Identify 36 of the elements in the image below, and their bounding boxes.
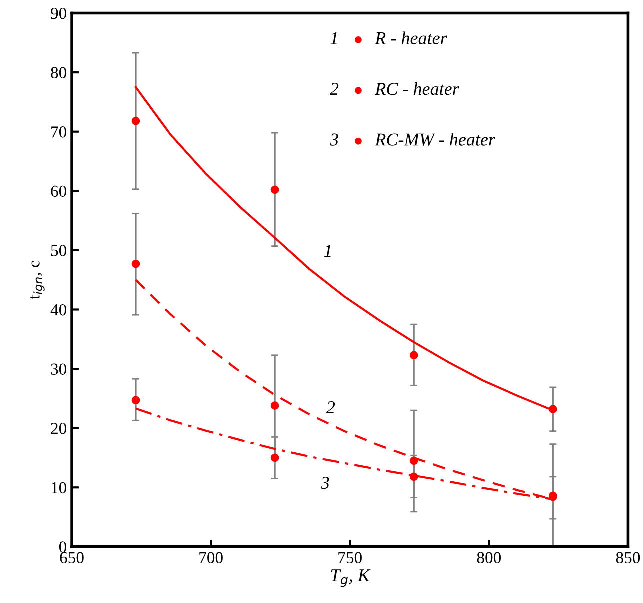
legend-label: R - heater	[375, 32, 448, 44]
point	[270, 186, 280, 194]
x-tick-label: 850	[616, 552, 640, 564]
y-tick-label: 50	[51, 245, 67, 256]
point	[410, 472, 418, 482]
y-tick-label: 20	[51, 423, 67, 434]
y-tick-label: 60	[51, 186, 67, 198]
point	[270, 454, 280, 462]
text: 3	[330, 134, 338, 146]
annotation: 1	[324, 245, 331, 258]
y-tick-label: 40	[50, 304, 67, 316]
y-tick-label: 30	[51, 364, 67, 375]
point	[410, 351, 418, 360]
legend-label: RC - heater	[375, 82, 460, 96]
x-axis-title: T$_{g}$, K	[331, 570, 371, 588]
point	[270, 402, 280, 410]
x-tick-label: 750	[338, 552, 362, 564]
y-axis-title: t$_{ign}$, c	[30, 261, 45, 300]
text: 2	[330, 83, 339, 95]
annotation: 2	[326, 402, 336, 414]
x-tick-label: 650	[60, 552, 84, 564]
y-tick-label: 10	[52, 482, 67, 494]
annotation: 3	[320, 476, 330, 490]
point	[132, 117, 140, 126]
y-tick-label: 80	[51, 67, 67, 79]
text: 1	[330, 32, 338, 44]
legend-label: RC-MW - heater	[375, 133, 496, 146]
y-tick-label: 70	[52, 126, 67, 138]
x-tick-label: 700	[200, 552, 223, 564]
point	[132, 260, 140, 268]
point	[410, 456, 418, 466]
point	[132, 396, 140, 405]
point	[548, 405, 558, 414]
y-tick-label: 90	[51, 8, 67, 20]
y-tick-label: 0	[59, 542, 67, 553]
x-tick-label: 800	[477, 552, 502, 564]
